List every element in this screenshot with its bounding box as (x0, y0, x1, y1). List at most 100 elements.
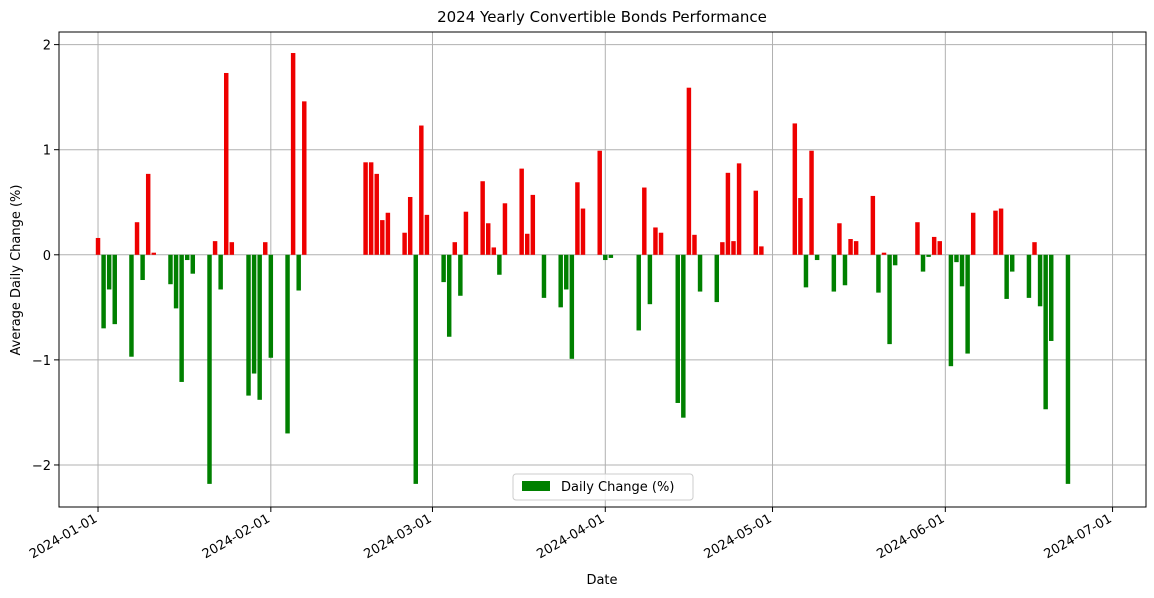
bar (184, 254, 190, 261)
bar (564, 254, 569, 290)
bar (736, 163, 742, 255)
legend-box (512, 473, 694, 501)
x-axis-label: Date (586, 573, 617, 588)
bar (714, 254, 720, 303)
bar (853, 241, 859, 255)
bar (876, 254, 881, 293)
bar (653, 227, 658, 255)
bar (502, 203, 508, 255)
y-tick-label: 2 (43, 39, 51, 54)
bar (837, 223, 842, 255)
bar (491, 247, 497, 255)
bar (993, 210, 998, 255)
bar (926, 254, 931, 257)
bar (731, 241, 736, 255)
bar (129, 254, 134, 357)
bar (112, 254, 117, 325)
bar (814, 254, 820, 261)
legend-swatch (522, 481, 550, 491)
bar (263, 242, 268, 255)
bar (920, 254, 926, 272)
bar (842, 254, 848, 286)
bar (558, 254, 563, 308)
bar (1043, 254, 1048, 410)
x-tick-label: 2024-01-01 (27, 511, 100, 562)
bar (937, 241, 942, 255)
bar (954, 254, 959, 263)
bar (218, 254, 223, 290)
bar (207, 254, 212, 484)
bar (1032, 242, 1037, 255)
bar (759, 246, 764, 255)
bar (597, 150, 602, 255)
bar (519, 168, 524, 255)
bar (831, 254, 837, 292)
bar (363, 162, 368, 255)
bar (697, 254, 703, 292)
bar (480, 181, 485, 255)
bar (647, 254, 653, 305)
legend-label: Daily Change (%) (561, 480, 674, 495)
bar (497, 254, 502, 275)
bar (134, 222, 140, 255)
bar (580, 208, 586, 255)
y-tick-label: 1 (43, 144, 51, 159)
x-tick-label: 2024-07-01 (1042, 511, 1115, 562)
bar (530, 194, 536, 255)
x-tick-label: 2024-06-01 (874, 511, 947, 562)
bar (753, 190, 759, 255)
bar (915, 222, 920, 255)
bar (931, 236, 937, 255)
bar (140, 254, 145, 281)
bar (485, 223, 491, 255)
bar (413, 254, 418, 484)
bar (452, 242, 458, 255)
bar (285, 254, 290, 434)
legend: Daily Change (%) (512, 473, 694, 501)
bar (603, 254, 608, 261)
bar (419, 125, 424, 255)
grid (59, 32, 1146, 507)
bar (681, 254, 686, 418)
bar (458, 254, 463, 296)
bar (268, 254, 274, 358)
bar (798, 198, 803, 255)
bar (948, 254, 954, 367)
bar (173, 254, 179, 309)
bar (636, 254, 641, 331)
bar (892, 254, 898, 266)
bar (569, 254, 575, 359)
bar (380, 220, 385, 255)
bar (803, 254, 809, 288)
bar (1026, 254, 1032, 298)
bar (692, 234, 697, 255)
y-tick-label: −1 (32, 354, 51, 369)
bar (402, 232, 407, 255)
bar (608, 254, 614, 258)
bar (1065, 254, 1071, 484)
bar (446, 254, 452, 337)
axes (58, 31, 1147, 508)
bar (959, 254, 965, 287)
bar (870, 195, 876, 255)
bar (212, 241, 218, 255)
bar (725, 172, 731, 255)
bar (642, 187, 647, 255)
bar (463, 211, 469, 255)
bar (887, 254, 892, 345)
y-tick-label: 0 (43, 249, 51, 264)
bar (1037, 254, 1043, 307)
bar (441, 254, 446, 283)
bars (95, 53, 1071, 484)
bar (368, 162, 374, 255)
bar (541, 254, 547, 298)
chart-title: 2024 Yearly Convertible Bonds Performanc… (437, 8, 767, 26)
bar (145, 173, 151, 255)
bar (385, 212, 391, 255)
bar (257, 254, 262, 400)
bar (720, 242, 725, 255)
bar (224, 72, 229, 255)
bar (251, 254, 257, 374)
bar (686, 87, 692, 255)
